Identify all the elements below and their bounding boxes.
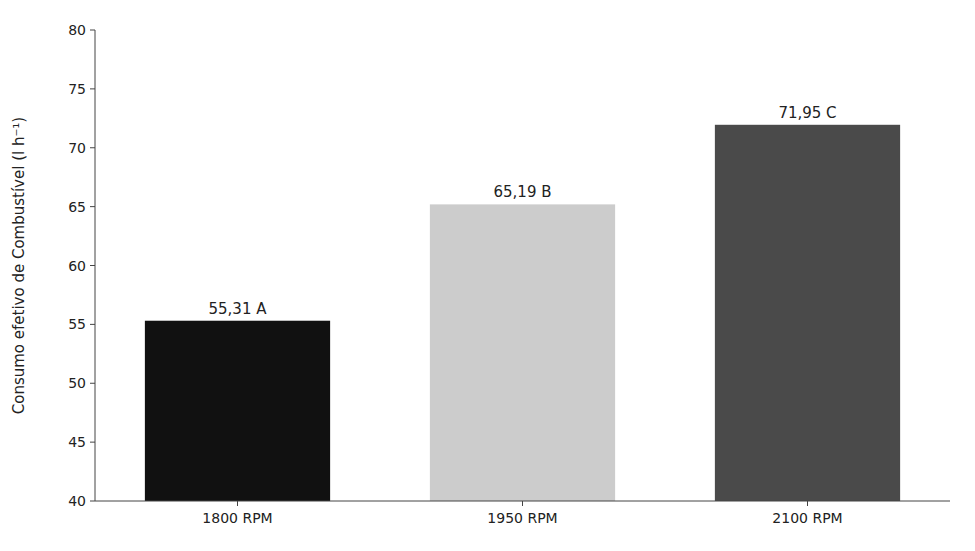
y-tick (90, 324, 95, 325)
y-tick (90, 206, 95, 207)
x-tick-label: 1800 RPM (202, 510, 272, 526)
bar (715, 125, 900, 501)
bar (430, 204, 615, 501)
x-tick-label: 1950 RPM (487, 510, 557, 526)
y-tick-label: 70 (68, 140, 86, 156)
y-tick-label: 60 (68, 258, 86, 274)
x-tick (522, 501, 523, 506)
x-tick (237, 501, 238, 506)
chart-container: 55,31 A 65,19 B 71,95 C 40 45 50 55 60 65 70 75 80 C… (0, 0, 975, 551)
y-tick (90, 147, 95, 148)
y-tick (90, 442, 95, 443)
y-tick-label: 80 (68, 22, 86, 38)
x-axis: 1800 RPM 1950 RPM 2100 RPM (95, 501, 950, 526)
bar (145, 321, 330, 501)
y-tick (90, 88, 95, 89)
page: {"chart_data": {"type": "bar", "categori… (0, 0, 975, 551)
chart: 55,31 A 65,19 B 71,95 C 40 45 50 55 60 65 70 75 80 C… (0, 0, 975, 551)
data-label: 55,31 A (209, 300, 268, 318)
y-tick-label: 75 (68, 81, 86, 97)
data-labels: 55,31 A 65,19 B 71,95 C (209, 104, 837, 318)
data-label: 65,19 B (493, 183, 551, 201)
y-tick-label: 40 (68, 493, 86, 509)
y-tick (90, 383, 95, 384)
y-tick (90, 265, 95, 266)
y-axis-label: Consumo efetivo de Combustível (l h⁻¹) (10, 117, 28, 414)
x-tick-label: 2100 RPM (772, 510, 842, 526)
x-tick (807, 501, 808, 506)
y-tick-label: 55 (68, 316, 86, 332)
y-tick-label: 45 (68, 434, 86, 450)
bars (145, 125, 900, 501)
y-tick-label: 65 (68, 199, 86, 215)
y-tick (90, 30, 95, 31)
data-label: 71,95 C (778, 104, 836, 122)
y-tick (90, 501, 95, 502)
y-tick-label: 50 (68, 375, 86, 391)
y-axis: 40 45 50 55 60 65 70 75 80 Consumo efetivo de Com… (10, 22, 95, 509)
